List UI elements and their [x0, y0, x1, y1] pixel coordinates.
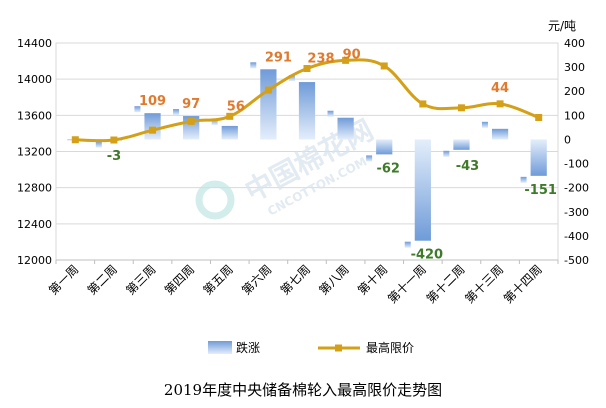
labels-layer: -3 109 97 56 291 238 90 -62 -420 -43 44 -151: [107, 47, 557, 262]
data-label: -151: [524, 183, 557, 198]
y-right-tick-label: -100: [564, 158, 589, 171]
y-right-tick-label: -200: [564, 182, 589, 195]
bar: [221, 125, 238, 140]
line-point: [535, 114, 543, 122]
line-point: [149, 126, 157, 134]
data-label: -62: [376, 161, 400, 176]
chart-title: 2019年度中央储备棉轮入最高限价走势图: [164, 381, 442, 399]
line-layer: [71, 56, 543, 144]
bar: [414, 139, 431, 241]
line-point: [457, 104, 465, 112]
y-right-tick-label: 300: [564, 61, 585, 74]
x-tick-label: 第八周: [316, 262, 351, 297]
x-tick-label: 第二周: [85, 262, 120, 297]
line-point: [264, 86, 272, 94]
y-right-tick-label: 0: [564, 133, 571, 146]
x-tick-label: 第六周: [239, 262, 274, 297]
data-label: 109: [139, 94, 166, 109]
x-tick-label: 第十一周: [385, 262, 429, 306]
line-point: [496, 100, 504, 108]
y-right-tick-label: -300: [564, 206, 589, 219]
bar: [144, 113, 161, 140]
bar-end-marker: [520, 176, 527, 183]
bar: [453, 139, 470, 150]
bar: [376, 139, 393, 155]
y-left-tick-label: 12400: [17, 218, 52, 231]
y-right-tick-label: 400: [564, 37, 585, 50]
y-right-tick-label: 100: [564, 109, 585, 122]
x-tick-label: 第四周: [162, 262, 197, 297]
data-label: 90: [343, 47, 361, 62]
legend-label-line: 最高限价: [366, 340, 414, 355]
line-point: [71, 136, 79, 144]
right-axis-unit: 元/吨: [548, 19, 576, 33]
line-point: [419, 100, 427, 108]
bar-end-marker: [288, 75, 295, 82]
y-left-tick-label: 14000: [17, 73, 52, 86]
x-tick-label: 第七周: [278, 262, 313, 297]
x-tick-label: 第一周: [46, 262, 81, 297]
data-label: 238: [307, 51, 334, 66]
y-left-tick-label: 12800: [17, 182, 52, 195]
legend: 跌涨 最高限价: [208, 340, 414, 355]
x-tick-label: 第十四周: [501, 262, 545, 306]
x-tick-label: 第三周: [123, 262, 158, 297]
x-tick-label: 第五周: [201, 262, 236, 297]
y-left-tick-label: 14400: [17, 37, 52, 50]
bar-end-marker: [134, 106, 141, 113]
data-label: 44: [491, 81, 509, 96]
bar-end-marker: [404, 241, 411, 248]
y-left-tick-label: 13200: [17, 146, 52, 159]
legend-line-marker: [335, 344, 342, 352]
bar: [530, 139, 547, 176]
y-right-tick-label: -500: [564, 254, 589, 267]
bar-end-marker: [366, 155, 373, 162]
bar: [298, 82, 316, 140]
data-label: 56: [227, 99, 245, 114]
x-tick-label: 第十周: [355, 262, 390, 297]
data-label: 97: [182, 97, 200, 112]
data-label: -420: [411, 248, 444, 263]
y-left-tick-label: 12000: [17, 254, 52, 267]
bar-end-marker: [250, 62, 257, 69]
legend-label-bar: 跌涨: [236, 340, 260, 355]
bar-end-marker: [95, 141, 102, 148]
y-right-tick-label: -400: [564, 230, 589, 243]
y-left-tick-label: 13600: [17, 109, 52, 122]
data-label: -3: [107, 149, 121, 164]
watermark-logo-icon: [195, 180, 235, 220]
bar-end-marker: [211, 118, 218, 125]
bar-end-marker: [443, 150, 450, 157]
x-tick-label: 第十二周: [424, 262, 468, 306]
data-label: 291: [265, 50, 292, 65]
legend-bar-swatch: [208, 341, 232, 354]
bar-end-marker: [481, 121, 488, 128]
bar: [337, 117, 354, 140]
line-point: [303, 64, 311, 72]
line-point: [110, 136, 118, 144]
bar: [260, 69, 277, 140]
x-tick-label: 第十三周: [462, 262, 506, 306]
bar-end-marker: [173, 109, 180, 116]
line-point: [380, 62, 388, 70]
line-point: [342, 56, 350, 64]
bar: [491, 128, 509, 140]
line-point: [226, 112, 234, 120]
y-right-tick-label: 200: [564, 85, 585, 98]
data-label: -43: [456, 159, 480, 174]
line-point: [187, 117, 195, 125]
bar-end-marker: [327, 110, 334, 117]
